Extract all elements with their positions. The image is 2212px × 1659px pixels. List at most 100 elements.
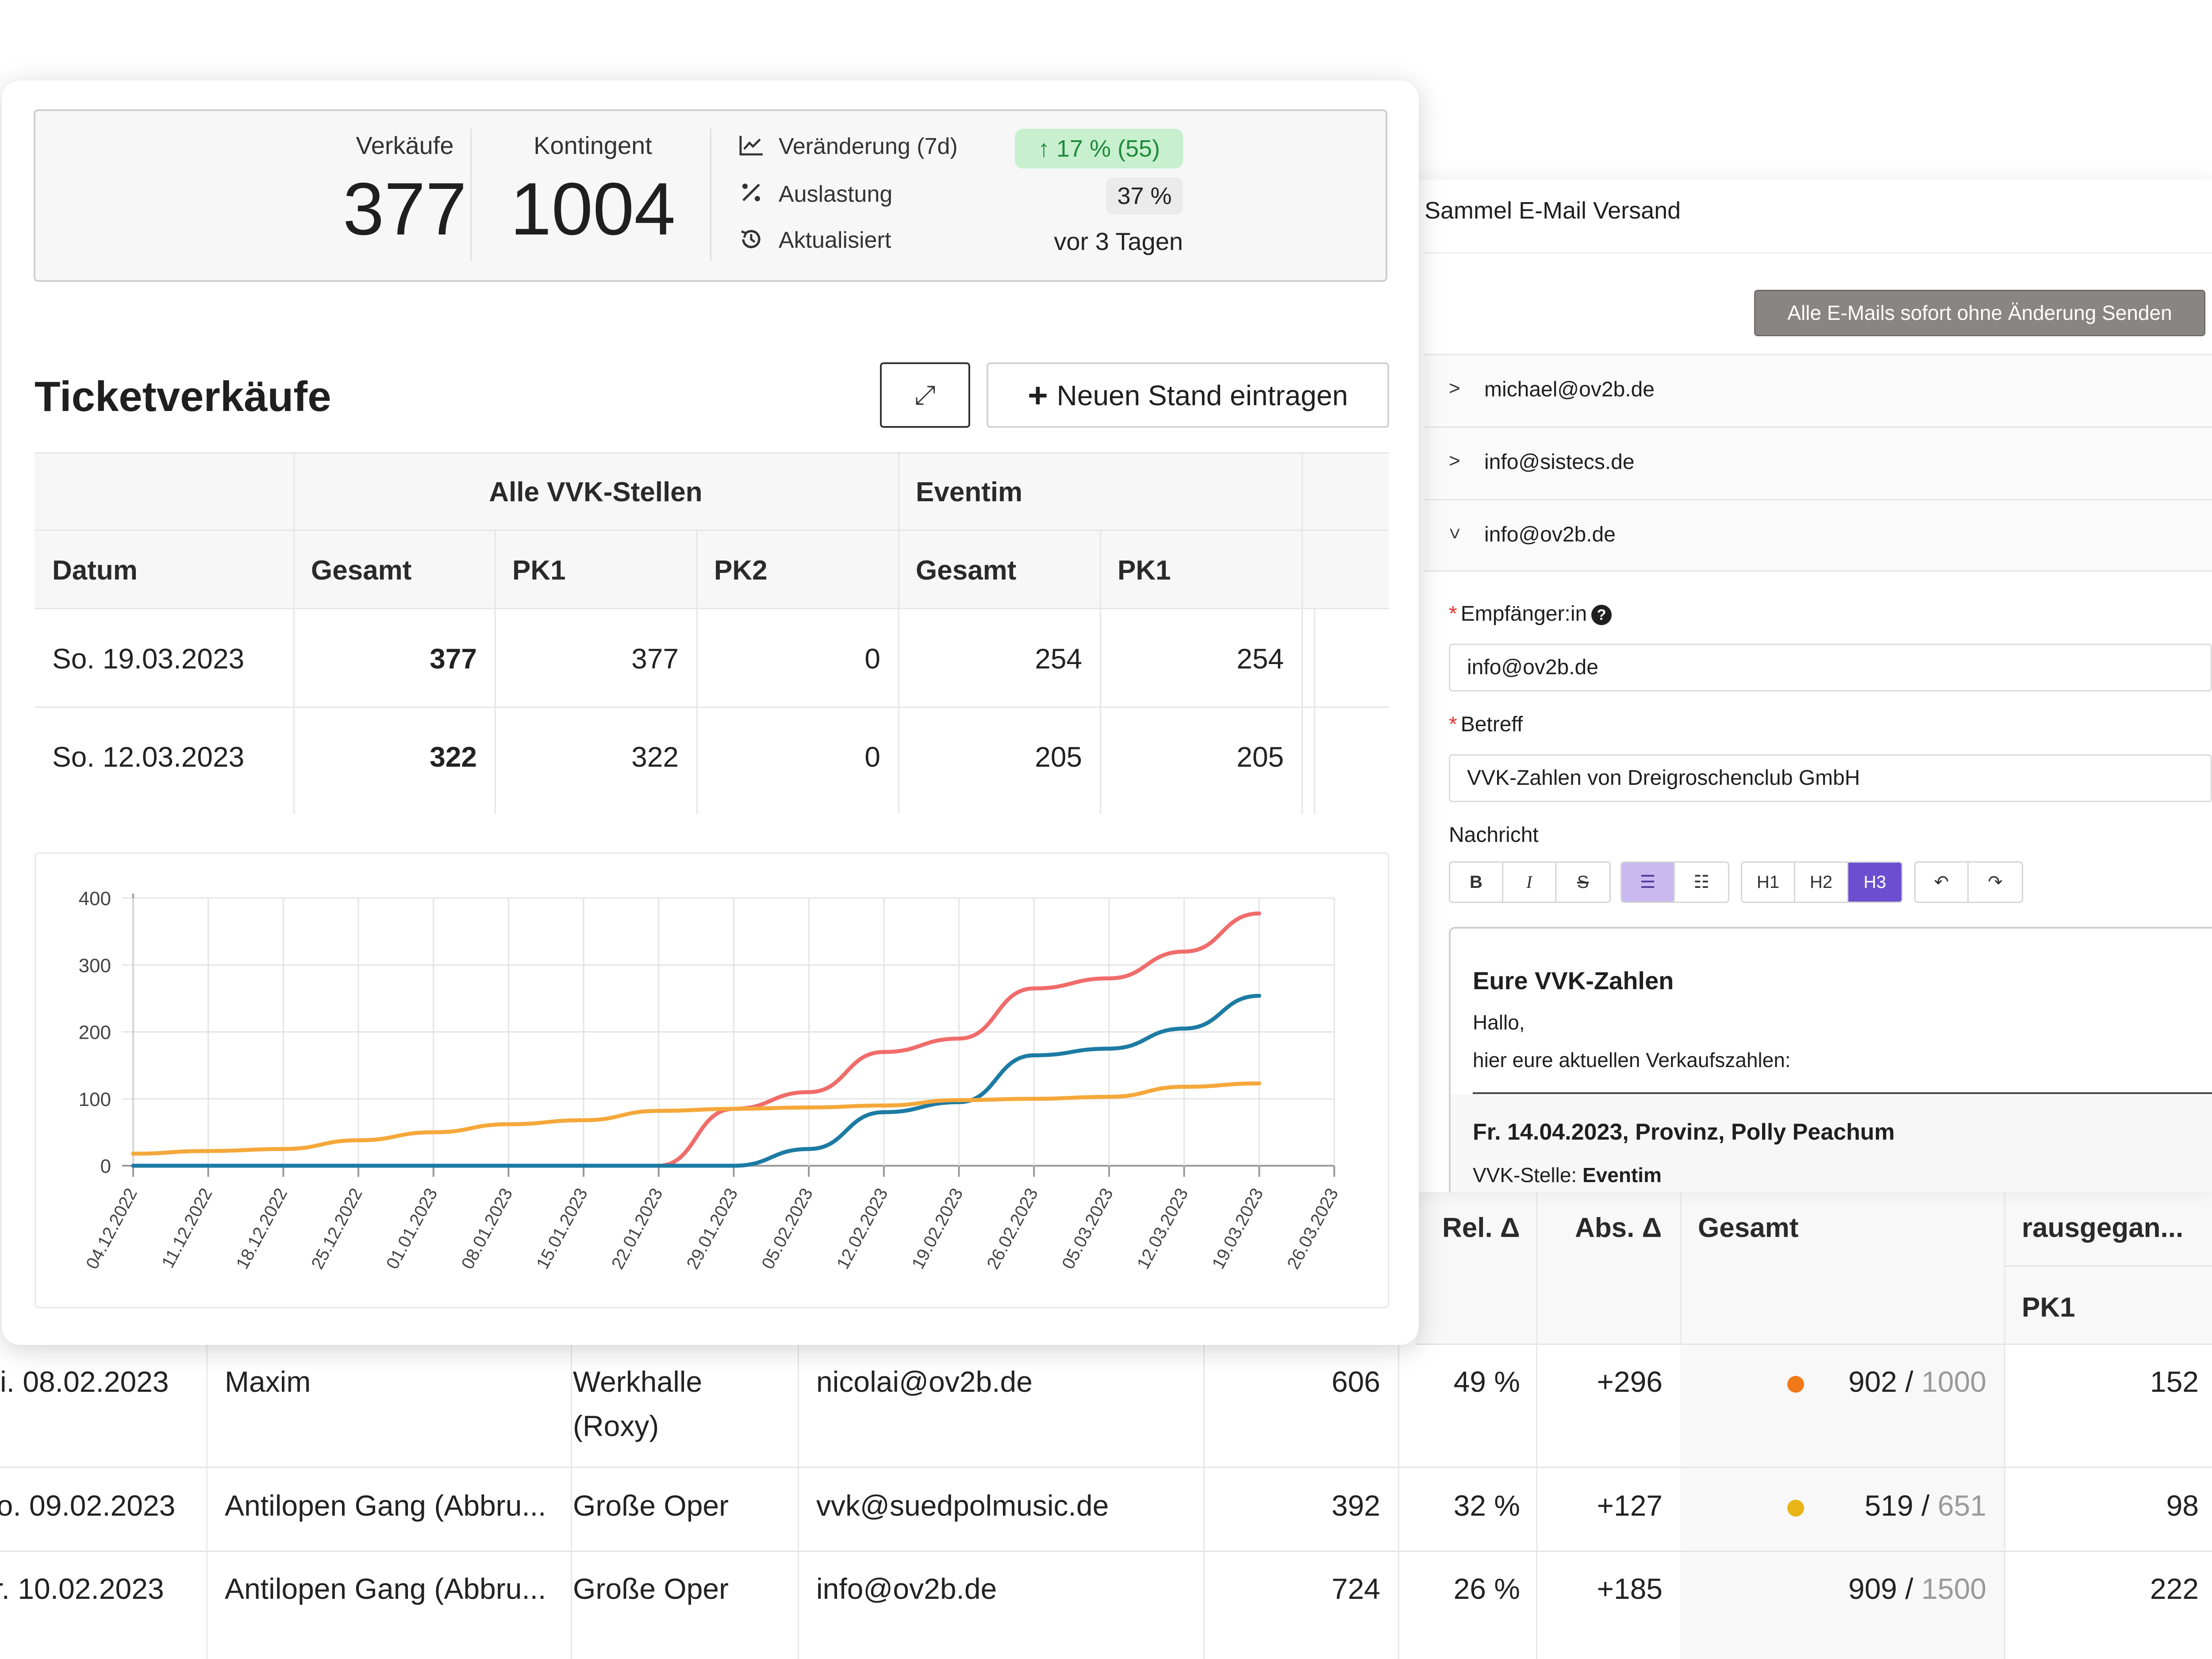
x-tick-label: 12.02.2023 xyxy=(833,1185,892,1272)
x-tick-label: 25.12.2022 xyxy=(307,1185,366,1272)
cell-venue: Große Oper xyxy=(573,1489,729,1522)
bullet-list-icon[interactable]: ☰ xyxy=(1622,863,1675,902)
chart-line-icon xyxy=(739,134,764,162)
cell-rel: 49 % xyxy=(1453,1365,1520,1398)
cell-value: 606 xyxy=(1331,1365,1380,1398)
cell-value: 392 xyxy=(1331,1489,1380,1522)
cell-venue: Große Oper xyxy=(573,1572,729,1605)
editor-vvk-line: VVK-Stelle: Eventim xyxy=(1473,1164,1662,1187)
y-tick-label: 400 xyxy=(79,888,111,910)
cell-abs: +185 xyxy=(1597,1572,1663,1605)
history-icon xyxy=(739,227,764,257)
plus-icon: + xyxy=(1028,376,1048,415)
x-tick-label: 19.03.2023 xyxy=(1208,1185,1267,1272)
col-pk1[interactable]: PK1 xyxy=(512,555,566,586)
help-icon[interactable]: ? xyxy=(1591,605,1612,626)
col-gesamt[interactable]: Gesamt xyxy=(311,555,412,586)
utilization-badge: 37 % xyxy=(1106,177,1183,215)
y-tick-label: 300 xyxy=(79,955,111,976)
cell-gesamt: 909 / 1500 xyxy=(1848,1572,1986,1605)
stats-summary: Verkäufe 377 Kontingent 1004 Veränderung… xyxy=(34,109,1387,282)
x-tick-label: 12.03.2023 xyxy=(1133,1185,1192,1272)
ticket-sales-card: Verkäufe 377 Kontingent 1004 Veränderung… xyxy=(2,81,1419,1345)
y-tick-label: 200 xyxy=(79,1022,111,1044)
cell-value: 724 xyxy=(1331,1572,1380,1605)
cell-artist: Maxim xyxy=(225,1365,311,1398)
sales-line-chart: 0 100 200 300 400 04.12.2022 11.12.2022 18.12.2… xyxy=(79,888,1342,1272)
x-tick-label: 04.12.2022 xyxy=(82,1185,141,1272)
series-line-1 xyxy=(131,994,1261,1168)
bold-button[interactable]: B xyxy=(1450,863,1503,902)
x-tick-label: 08.01.2023 xyxy=(458,1185,517,1272)
percent-icon xyxy=(740,181,763,210)
utilization-label: Auslastung xyxy=(779,181,893,207)
cell-total: 322 xyxy=(430,741,477,773)
series-line-2 xyxy=(131,1081,1261,1156)
chevron-down-icon: > xyxy=(1444,528,1466,539)
header-gesamt[interactable]: Gesamt xyxy=(1698,1213,1799,1243)
col-datum[interactable]: Datum xyxy=(52,555,138,586)
cell-email[interactable]: nicolai@ov2b.de xyxy=(816,1365,1033,1398)
arrow-up-icon: ↑ xyxy=(1037,135,1050,162)
updated-label: Aktualisiert xyxy=(779,227,891,253)
header-abs-delta[interactable]: Abs. Δ xyxy=(1575,1213,1662,1243)
section-title: Ticketverkäufe xyxy=(35,373,331,420)
sales-label: Verkäufe xyxy=(356,131,454,159)
message-editor[interactable]: Eure VVK-Zahlen Hallo, hier eure aktuell… xyxy=(1449,927,2212,1192)
header-rausgegangen[interactable]: rausgegan... xyxy=(2022,1213,2184,1243)
x-tick-label: 29.01.2023 xyxy=(683,1185,742,1272)
col-eventim-gesamt[interactable]: Gesamt xyxy=(916,555,1017,586)
cell-date: So. 19.03.2023 xyxy=(52,643,245,675)
subject-label: * Betreff xyxy=(1449,713,1523,736)
format-group: B I S xyxy=(1449,861,1611,903)
redo-icon[interactable]: ↷ xyxy=(1988,872,2003,892)
x-tick-label: 26.02.2023 xyxy=(983,1185,1042,1272)
send-all-button[interactable]: Alle E-Mails sofort ohne Änderung Senden xyxy=(1754,290,2205,336)
col-pk2[interactable]: PK2 xyxy=(714,555,768,586)
h3-button[interactable]: H3 xyxy=(1848,863,1901,902)
series-line-0 xyxy=(131,911,1261,1168)
cell-eventim-total: 205 xyxy=(1035,741,1082,773)
ticket-sales-table: Alle VVK-Stellen Eventim Datum Gesamt PK… xyxy=(35,452,1389,814)
expand-button[interactable]: ⤢ xyxy=(880,362,970,428)
cell-pk2: 0 xyxy=(864,741,880,773)
header-pk1[interactable]: PK1 xyxy=(2022,1292,2075,1323)
cell-eventim-total: 254 xyxy=(1035,643,1082,675)
italic-button[interactable]: I xyxy=(1503,863,1556,902)
x-tick-label: 05.02.2023 xyxy=(758,1185,817,1272)
subject-input[interactable]: VVK-Zahlen von Dreigroschenclub GmbH xyxy=(1449,754,2212,802)
editor-event-heading: Fr. 14.04.2023, Provinz, Polly Peachum xyxy=(1473,1119,1895,1145)
cell-email[interactable]: info@ov2b.de xyxy=(816,1572,997,1605)
h2-button[interactable]: H2 xyxy=(1795,863,1848,902)
quota-label: Kontingent xyxy=(534,131,652,159)
cell-email[interactable]: vvk@suedpolmusic.de xyxy=(816,1489,1109,1522)
header-rel-delta[interactable]: Rel. Δ xyxy=(1442,1213,1520,1243)
cell-artist: Antilopen Gang (Abbru... xyxy=(225,1572,546,1605)
cell-artist: Antilopen Gang (Abbru... xyxy=(225,1489,546,1522)
bulk-email-panel: Sammel E-Mail Versand Alle E-Mails sofor… xyxy=(1394,179,2212,1192)
cell-pk2: 0 xyxy=(864,643,880,675)
cell-date: So. 12.03.2023 xyxy=(52,741,245,773)
undo-icon[interactable]: ↶ xyxy=(1916,863,1969,902)
cell-rel: 26 % xyxy=(1453,1572,1520,1605)
new-entry-button[interactable]: + Neuen Stand eintragen xyxy=(987,362,1389,428)
cell-pk1: 377 xyxy=(631,643,679,675)
cell-date: Do. 09.02.2023 xyxy=(0,1489,176,1522)
cell-abs: +296 xyxy=(1597,1365,1663,1398)
y-tick-label: 100 xyxy=(79,1089,111,1110)
recipient-input[interactable]: info@ov2b.de xyxy=(1449,644,2212,691)
col-eventim-pk1[interactable]: PK1 xyxy=(1118,555,1171,586)
recipient-accordion-michael[interactable]: > michael@ov2b.de xyxy=(1425,354,2212,426)
cell-gesamt: 902 / 1000 xyxy=(1848,1365,1986,1398)
recipient-accordion-sistecs[interactable]: > info@sistecs.de xyxy=(1425,426,2212,499)
recipient-accordion-ov2b[interactable]: > info@ov2b.de xyxy=(1425,499,2212,572)
x-tick-label: 01.01.2023 xyxy=(383,1185,442,1272)
cell-venue: Werkhalle xyxy=(573,1365,703,1398)
strike-button[interactable]: S xyxy=(1577,872,1589,892)
ordered-list-icon[interactable]: ☷ xyxy=(1694,872,1709,892)
cell-abs: +127 xyxy=(1597,1489,1663,1522)
h1-button[interactable]: H1 xyxy=(1742,863,1795,902)
sales-value: 377 xyxy=(342,167,467,250)
chevron-right-icon: > xyxy=(1449,377,1460,399)
status-dot xyxy=(1787,1500,1804,1517)
